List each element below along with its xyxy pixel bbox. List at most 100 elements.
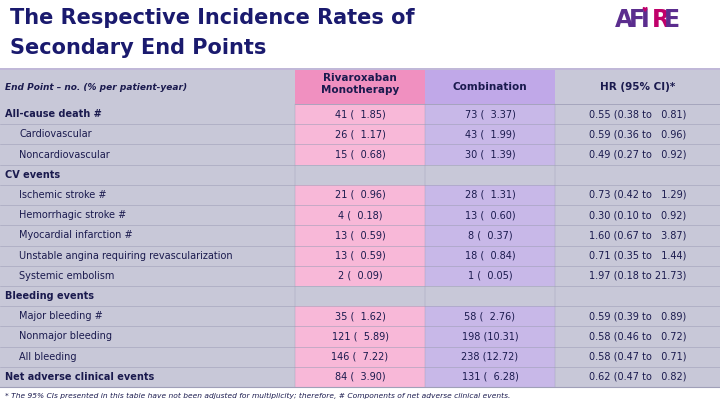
Bar xyxy=(555,124,720,145)
Text: 41 (  1.85): 41 ( 1.85) xyxy=(335,109,385,119)
Bar xyxy=(0,124,295,145)
Text: 30 (  1.39): 30 ( 1.39) xyxy=(464,149,516,160)
Bar xyxy=(555,347,720,367)
Bar xyxy=(295,367,425,387)
Bar xyxy=(295,306,425,326)
Bar xyxy=(295,70,425,104)
Text: Secondary End Points: Secondary End Points xyxy=(10,38,266,58)
Text: Unstable angina requiring revascularization: Unstable angina requiring revascularizat… xyxy=(19,251,233,260)
Bar xyxy=(295,347,425,367)
Text: ♥: ♥ xyxy=(641,7,647,13)
Bar xyxy=(0,225,295,245)
Bar xyxy=(555,326,720,347)
Bar xyxy=(555,306,720,326)
Bar xyxy=(0,347,295,367)
Text: F: F xyxy=(629,8,645,32)
Text: 26 (  1.17): 26 ( 1.17) xyxy=(335,129,385,139)
Text: 0.58 (0.47 to   0.71): 0.58 (0.47 to 0.71) xyxy=(589,352,686,362)
Text: 0.62 (0.47 to   0.82): 0.62 (0.47 to 0.82) xyxy=(589,372,686,382)
Text: Myocardial infarction #: Myocardial infarction # xyxy=(19,230,132,241)
Text: Combination: Combination xyxy=(453,82,527,92)
Text: 13 (  0.59): 13 ( 0.59) xyxy=(335,230,385,241)
Bar xyxy=(425,347,555,367)
Bar xyxy=(555,205,720,225)
Bar xyxy=(0,326,295,347)
Text: E: E xyxy=(664,8,680,32)
Text: Hemorrhagic stroke #: Hemorrhagic stroke # xyxy=(19,210,126,220)
Text: 0.58 (0.46 to   0.72): 0.58 (0.46 to 0.72) xyxy=(589,331,686,341)
Bar xyxy=(295,266,425,286)
Bar xyxy=(425,145,555,165)
Bar xyxy=(0,367,295,387)
Bar xyxy=(0,205,295,225)
Bar xyxy=(0,68,720,70)
Text: CV events: CV events xyxy=(5,170,60,180)
Text: 121 (  5.89): 121 ( 5.89) xyxy=(331,331,389,341)
Bar xyxy=(555,145,720,165)
Bar xyxy=(0,104,295,124)
Text: 238 (12.72): 238 (12.72) xyxy=(462,352,518,362)
Bar xyxy=(0,145,295,165)
Text: 73 (  3.37): 73 ( 3.37) xyxy=(464,109,516,119)
Text: Noncardiovascular: Noncardiovascular xyxy=(19,149,109,160)
Text: * The 95% CIs presented in this table have not been adjusted for multiplicity; t: * The 95% CIs presented in this table ha… xyxy=(5,393,510,399)
Bar xyxy=(0,165,295,185)
Bar xyxy=(425,165,555,185)
Bar xyxy=(425,185,555,205)
Bar xyxy=(555,367,720,387)
Text: Nonmajor bleeding: Nonmajor bleeding xyxy=(19,331,112,341)
Bar xyxy=(295,124,425,145)
Text: 84 (  3.90): 84 ( 3.90) xyxy=(335,372,385,382)
Bar xyxy=(295,104,425,124)
Bar xyxy=(425,286,555,306)
Text: 0.59 (0.36 to   0.96): 0.59 (0.36 to 0.96) xyxy=(589,129,686,139)
Text: 35 (  1.62): 35 ( 1.62) xyxy=(335,311,385,321)
Text: Cardiovascular: Cardiovascular xyxy=(19,129,91,139)
Text: Ischemic stroke #: Ischemic stroke # xyxy=(19,190,107,200)
Bar xyxy=(295,225,425,245)
Text: Net adverse clinical events: Net adverse clinical events xyxy=(5,372,154,382)
Text: Rivaroxaban
Monotherapy: Rivaroxaban Monotherapy xyxy=(321,73,399,95)
Bar xyxy=(555,165,720,185)
Text: 0.59 (0.39 to   0.89): 0.59 (0.39 to 0.89) xyxy=(589,311,686,321)
Bar xyxy=(425,205,555,225)
Text: End Point – no. (% per patient-year): End Point – no. (% per patient-year) xyxy=(5,83,187,92)
Text: 1 (  0.05): 1 ( 0.05) xyxy=(468,271,513,281)
Bar xyxy=(295,326,425,347)
Bar xyxy=(425,225,555,245)
Bar xyxy=(425,326,555,347)
Text: 1.60 (0.67 to   3.87): 1.60 (0.67 to 3.87) xyxy=(589,230,686,241)
Bar xyxy=(295,145,425,165)
Text: 0.30 (0.10 to   0.92): 0.30 (0.10 to 0.92) xyxy=(589,210,686,220)
Bar xyxy=(555,266,720,286)
Bar xyxy=(295,185,425,205)
Bar xyxy=(295,286,425,306)
Bar xyxy=(425,266,555,286)
Text: I: I xyxy=(641,8,649,32)
Text: 58 (  2.76): 58 ( 2.76) xyxy=(464,311,516,321)
Bar xyxy=(425,306,555,326)
Text: HR (95% CI)*: HR (95% CI)* xyxy=(600,82,675,92)
Text: 0.49 (0.27 to   0.92): 0.49 (0.27 to 0.92) xyxy=(589,149,686,160)
Bar xyxy=(0,70,295,104)
Bar xyxy=(555,185,720,205)
Bar xyxy=(0,286,295,306)
Text: A: A xyxy=(615,8,634,32)
Bar xyxy=(555,225,720,245)
Text: R: R xyxy=(652,8,670,32)
Bar xyxy=(425,70,555,104)
Bar xyxy=(425,104,555,124)
Bar xyxy=(425,124,555,145)
Text: 0.73 (0.42 to   1.29): 0.73 (0.42 to 1.29) xyxy=(589,190,686,200)
Bar xyxy=(0,245,295,266)
Text: 4 (  0.18): 4 ( 0.18) xyxy=(338,210,382,220)
Text: 0.55 (0.38 to   0.81): 0.55 (0.38 to 0.81) xyxy=(589,109,686,119)
Bar xyxy=(295,205,425,225)
Text: 131 (  6.28): 131 ( 6.28) xyxy=(462,372,518,382)
Text: 18 (  0.84): 18 ( 0.84) xyxy=(464,251,516,260)
Text: 1.97 (0.18 to 21.73): 1.97 (0.18 to 21.73) xyxy=(589,271,686,281)
Text: Systemic embolism: Systemic embolism xyxy=(19,271,114,281)
Text: All bleeding: All bleeding xyxy=(19,352,76,362)
Text: 28 (  1.31): 28 ( 1.31) xyxy=(464,190,516,200)
Text: 198 (10.31): 198 (10.31) xyxy=(462,331,518,341)
